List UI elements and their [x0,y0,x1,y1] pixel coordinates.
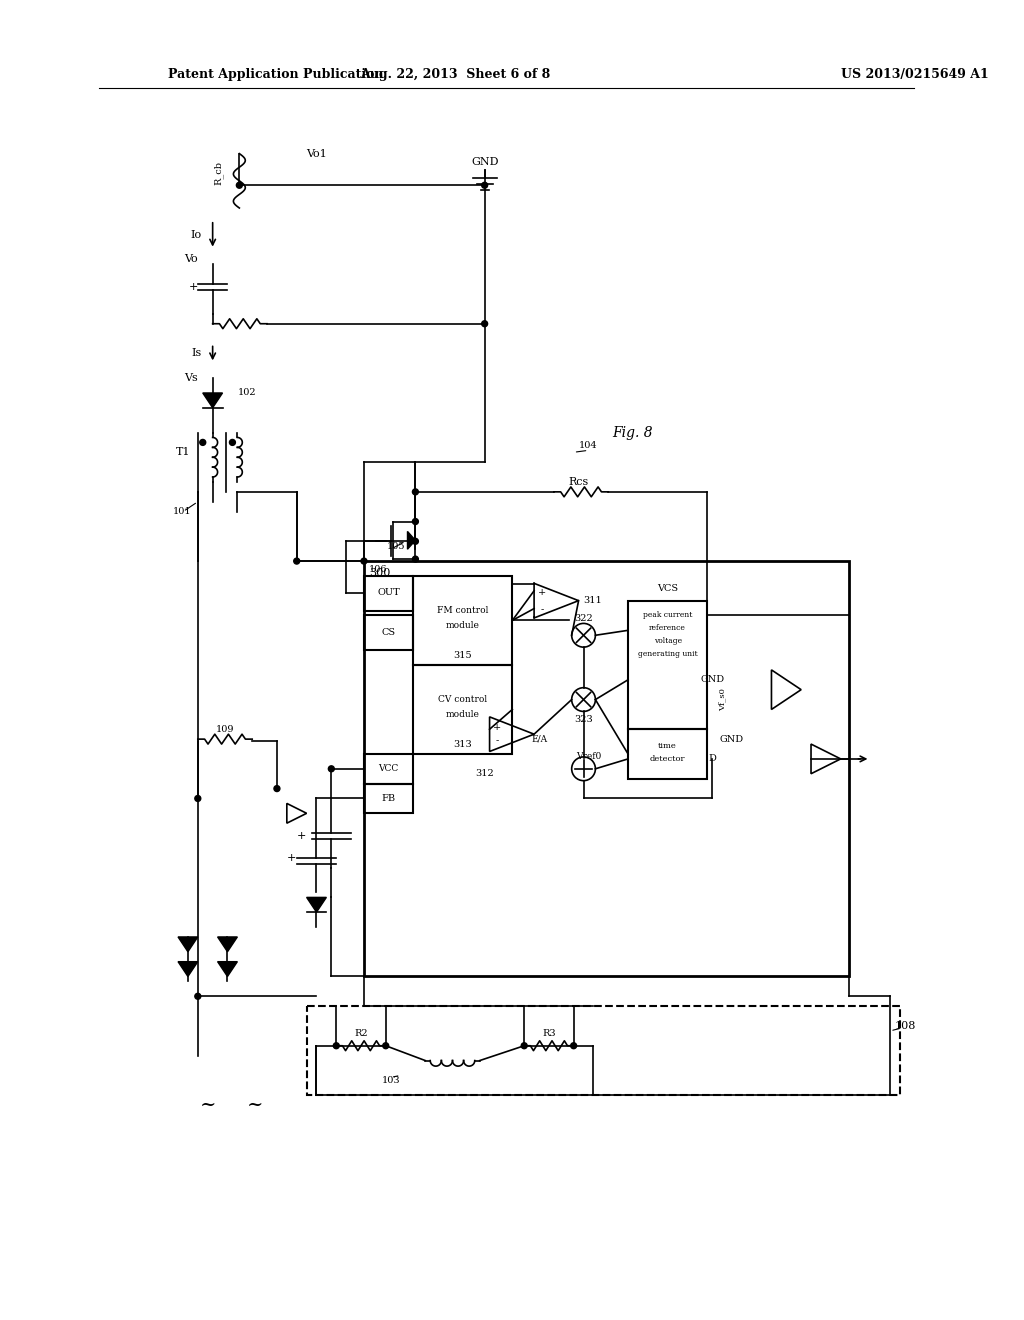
Text: 109: 109 [216,725,234,734]
Text: 315: 315 [454,651,472,660]
Bar [306,1006,900,1096]
Text: 300: 300 [369,568,390,578]
Text: R2: R2 [354,1030,368,1039]
Text: 313: 313 [454,739,472,748]
Text: 323: 323 [574,715,593,723]
Circle shape [200,440,206,445]
Text: module: module [445,710,480,719]
Text: VCC: VCC [379,764,398,774]
Text: -: - [496,737,499,746]
Circle shape [570,1043,577,1048]
Text: E/A: E/A [531,735,547,743]
Circle shape [333,1043,339,1048]
Bar [364,754,414,784]
Circle shape [229,440,236,445]
Polygon shape [217,962,238,977]
Text: ~: ~ [200,1096,216,1114]
Text: Vo: Vo [184,255,198,264]
Text: T1: T1 [176,447,190,457]
Circle shape [413,556,419,562]
Circle shape [481,321,487,326]
Circle shape [481,182,487,189]
Text: 105: 105 [386,541,404,550]
Text: +: + [287,853,297,863]
Bar [628,601,708,729]
Bar [364,561,849,977]
Text: OUT: OUT [377,589,400,597]
Text: 311: 311 [584,597,602,605]
Bar [628,729,708,779]
Text: GND: GND [700,676,724,684]
Bar [364,615,414,651]
Text: Patent Application Publication: Patent Application Publication [168,69,384,81]
Text: D: D [709,755,716,763]
Circle shape [294,558,300,564]
Polygon shape [217,937,238,952]
Text: 322: 322 [574,614,593,623]
Circle shape [195,796,201,801]
Text: +: + [494,723,502,733]
Text: Is: Is [191,348,202,359]
Text: Vf_s0: Vf_s0 [718,688,726,711]
Text: US 2013/0215649 A1: US 2013/0215649 A1 [841,69,988,81]
Text: 312: 312 [475,770,494,779]
Text: FM control: FM control [437,606,488,615]
Circle shape [413,519,419,524]
Text: Io: Io [190,230,202,240]
Text: -: - [541,605,544,614]
Text: R3: R3 [542,1030,556,1039]
Text: Aug. 22, 2013  Sheet 6 of 8: Aug. 22, 2013 Sheet 6 of 8 [359,69,550,81]
Text: detector: detector [650,755,685,763]
Text: Fig. 8: Fig. 8 [612,425,653,440]
Text: Rcs: Rcs [568,477,589,487]
Polygon shape [178,962,198,977]
Text: peak current: peak current [643,611,692,619]
Bar [364,576,414,611]
Text: 104: 104 [580,441,598,450]
Text: Vref0: Vref0 [575,752,601,762]
Bar [414,665,512,754]
Circle shape [413,539,419,544]
Text: 103: 103 [381,1076,400,1085]
Circle shape [413,488,419,495]
Circle shape [329,766,334,772]
Text: ~: ~ [247,1096,263,1114]
Text: generating unit: generating unit [638,649,697,659]
Text: 106: 106 [369,565,387,573]
Text: time: time [658,742,677,750]
Text: voltage: voltage [653,638,682,645]
Text: 102: 102 [238,388,256,397]
Circle shape [383,1043,389,1048]
Circle shape [361,558,367,564]
Text: GND: GND [720,735,744,743]
Circle shape [274,785,280,792]
Bar [414,576,512,665]
Text: reference: reference [649,624,686,632]
Text: GND: GND [471,157,499,166]
Polygon shape [203,393,222,408]
Text: CV control: CV control [438,696,487,704]
Text: +: + [297,832,306,841]
Text: 101: 101 [173,507,191,516]
Text: +: + [189,282,199,292]
Text: FB: FB [382,793,395,803]
Text: +: + [538,587,546,597]
Circle shape [237,182,243,189]
Polygon shape [408,532,416,549]
Text: VCS: VCS [657,585,678,593]
Circle shape [521,1043,527,1048]
Circle shape [195,994,201,999]
Text: module: module [445,620,480,630]
Text: Vs: Vs [184,374,198,383]
Text: 108: 108 [895,1020,916,1031]
Text: Vo1: Vo1 [306,149,328,158]
Polygon shape [178,937,198,952]
Polygon shape [306,898,327,912]
Text: R_cb: R_cb [214,161,223,185]
Bar [364,784,414,813]
Text: CS: CS [382,628,395,636]
